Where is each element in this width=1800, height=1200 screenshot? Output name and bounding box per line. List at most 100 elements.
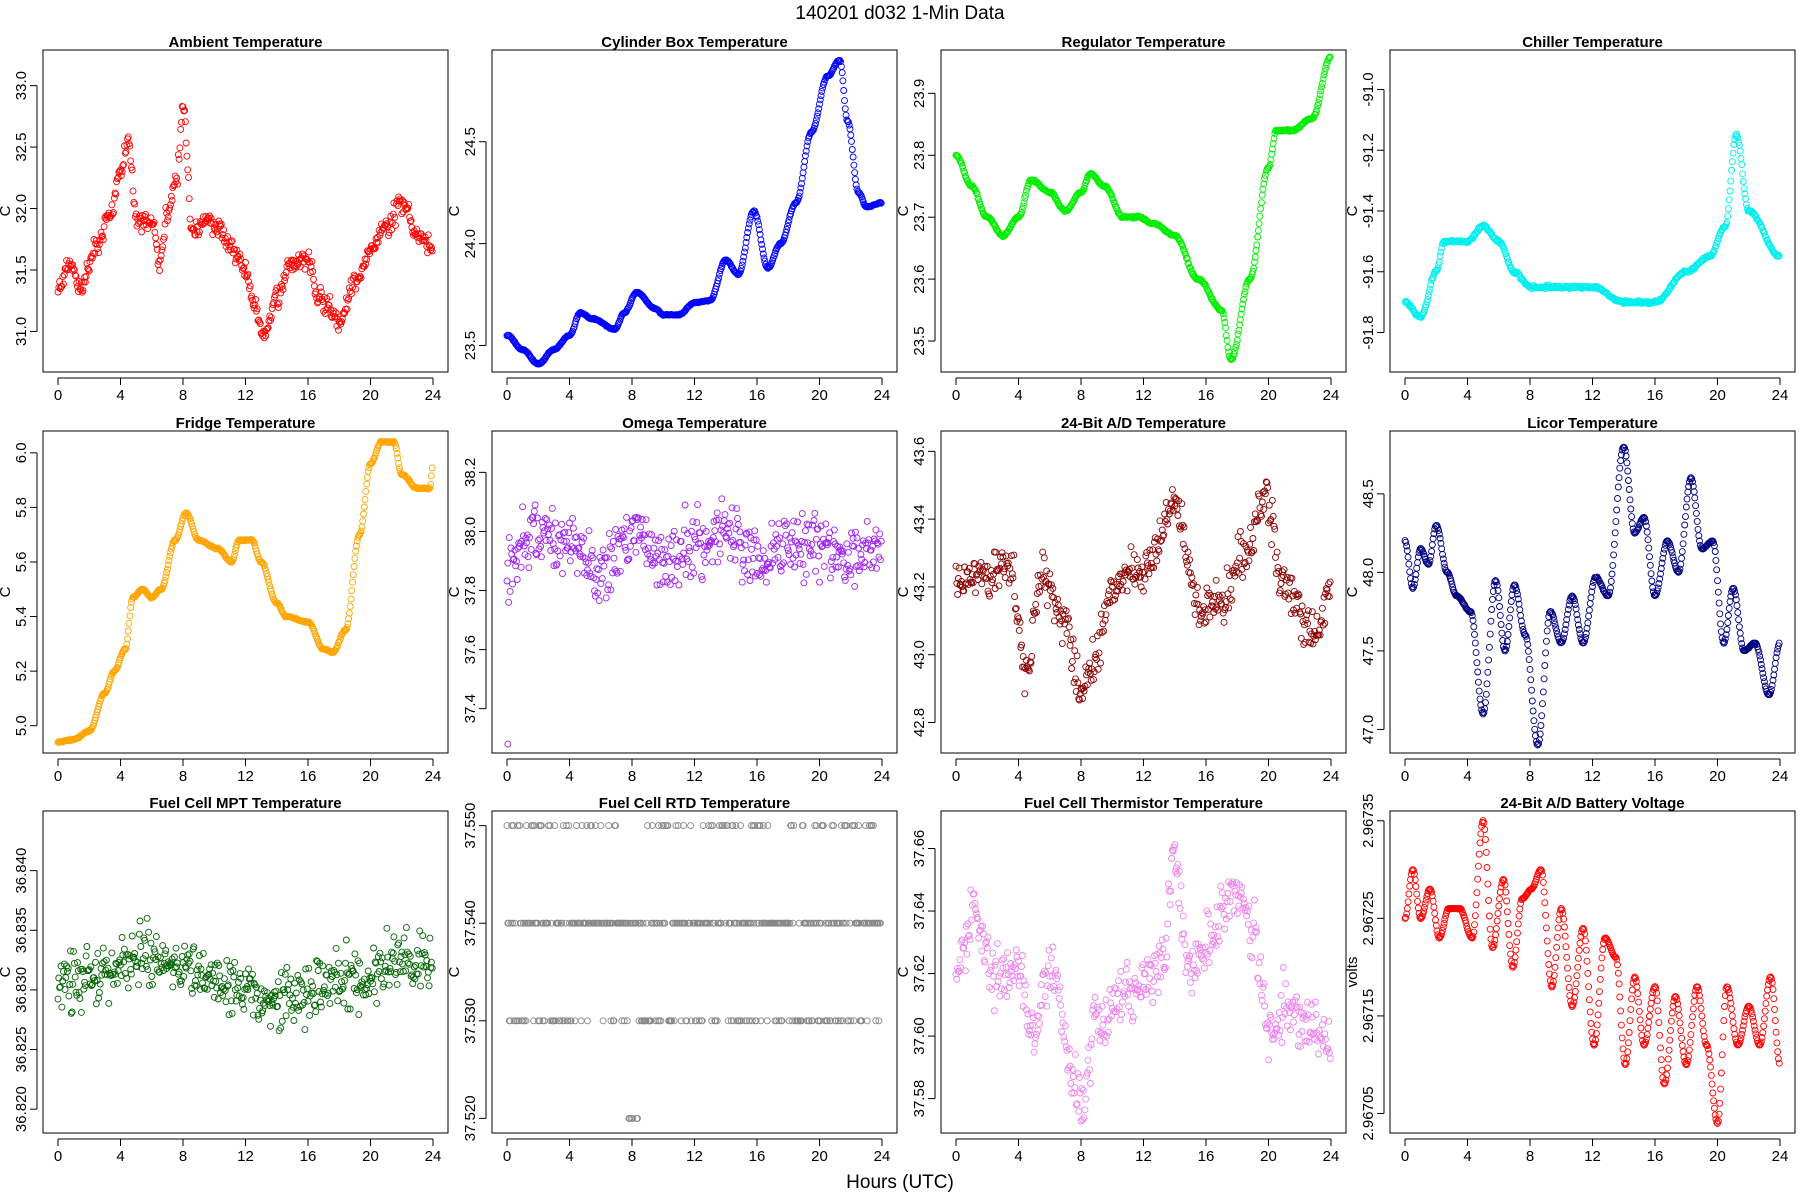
data-point	[1253, 241, 1261, 249]
data-point	[317, 288, 325, 296]
data-point	[782, 531, 790, 539]
data-point	[595, 597, 603, 605]
x-tick-label: 24	[1772, 768, 1789, 785]
x-tick-label: 20	[811, 1148, 828, 1165]
data-point	[1646, 561, 1654, 569]
data-point	[1525, 656, 1533, 664]
data-point	[113, 979, 121, 987]
data-point	[251, 301, 259, 309]
data-point	[1712, 556, 1720, 564]
data-point	[128, 166, 136, 174]
data-point	[348, 587, 356, 595]
data-point	[788, 529, 796, 537]
data-point	[686, 547, 694, 555]
y-tick-label: 32.0	[13, 194, 30, 223]
data-point	[848, 137, 855, 145]
data-point	[142, 210, 149, 218]
y-tick-label: 23.5	[911, 326, 928, 355]
data-point	[1560, 630, 1568, 638]
data-point	[1436, 252, 1444, 260]
x-tick-label: 20	[1709, 387, 1726, 404]
data-point	[820, 562, 828, 570]
data-point	[698, 572, 705, 580]
data-point	[725, 529, 733, 537]
data-point	[364, 467, 372, 475]
data-point	[417, 982, 424, 990]
data-point	[685, 544, 693, 551]
data-point	[1222, 332, 1230, 339]
data-point	[278, 283, 286, 290]
data-point	[503, 577, 511, 585]
data-point	[1240, 296, 1247, 303]
data-point	[1231, 347, 1239, 355]
panel-title: 24-Bit A/D Temperature	[1061, 415, 1226, 432]
data-point	[1647, 570, 1655, 578]
y-tick-label: 23.8	[911, 141, 928, 170]
data-point	[95, 994, 103, 1002]
data-point	[1577, 284, 1585, 291]
data-point	[749, 554, 757, 562]
data-point	[290, 1017, 298, 1024]
data-point	[343, 305, 351, 313]
data-point	[763, 1017, 771, 1025]
data-point	[1771, 665, 1778, 673]
data-point	[128, 932, 136, 940]
data-point	[630, 537, 638, 545]
data-point	[718, 263, 726, 270]
data-point	[175, 529, 183, 537]
y-axis-label: C	[895, 586, 912, 597]
data-point	[525, 564, 533, 572]
data-point	[673, 536, 680, 544]
data-point	[1644, 536, 1652, 544]
data-point	[168, 197, 176, 205]
data-point	[958, 159, 965, 167]
data-point	[1066, 641, 1074, 649]
data-point	[569, 524, 577, 532]
panel-title: Chiller Temperature	[1522, 34, 1663, 51]
y-tick-label: 37.550	[462, 803, 479, 849]
y-axis-label: C	[895, 205, 912, 216]
x-tick-label: 24	[1323, 768, 1340, 785]
data-point	[978, 580, 986, 588]
data-point	[594, 566, 602, 573]
data-point	[737, 267, 745, 275]
data-point	[1261, 171, 1269, 179]
data-point	[1065, 204, 1073, 212]
data-point	[714, 558, 722, 566]
data-point	[802, 570, 810, 578]
data-point	[1627, 505, 1635, 513]
data-point	[1669, 279, 1677, 287]
x-tick-label: 20	[362, 768, 379, 785]
data-point	[632, 548, 640, 556]
data-point	[1737, 154, 1745, 162]
data-point	[759, 547, 767, 555]
data-point	[836, 56, 844, 64]
data-point	[1308, 608, 1316, 616]
data-point	[1682, 513, 1689, 521]
data-point	[1739, 178, 1747, 185]
data-point	[1156, 517, 1164, 525]
data-point	[330, 648, 338, 656]
x-tick-label: 20	[1260, 768, 1277, 785]
data-point	[1544, 619, 1552, 627]
data-point	[718, 495, 726, 503]
data-point	[378, 954, 386, 962]
data-point	[1540, 675, 1548, 683]
data-point	[1576, 630, 1584, 638]
data-point	[853, 534, 861, 542]
data-point	[187, 967, 195, 975]
data-point	[391, 213, 399, 221]
data-point	[85, 266, 92, 274]
data-point	[225, 238, 233, 246]
data-point	[612, 325, 620, 333]
data-point	[283, 964, 291, 971]
data-point	[569, 514, 577, 522]
data-point	[302, 991, 310, 998]
data-point	[1484, 668, 1492, 676]
data-point	[790, 517, 798, 525]
data-point	[1607, 577, 1615, 585]
data-point	[124, 627, 132, 635]
data-point	[270, 299, 278, 307]
data-point	[1256, 504, 1264, 512]
